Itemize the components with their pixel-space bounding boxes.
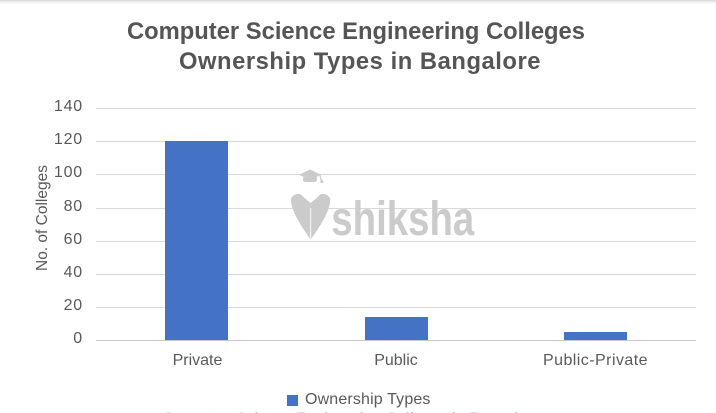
svg-text:shiksha: shiksha — [331, 193, 475, 246]
